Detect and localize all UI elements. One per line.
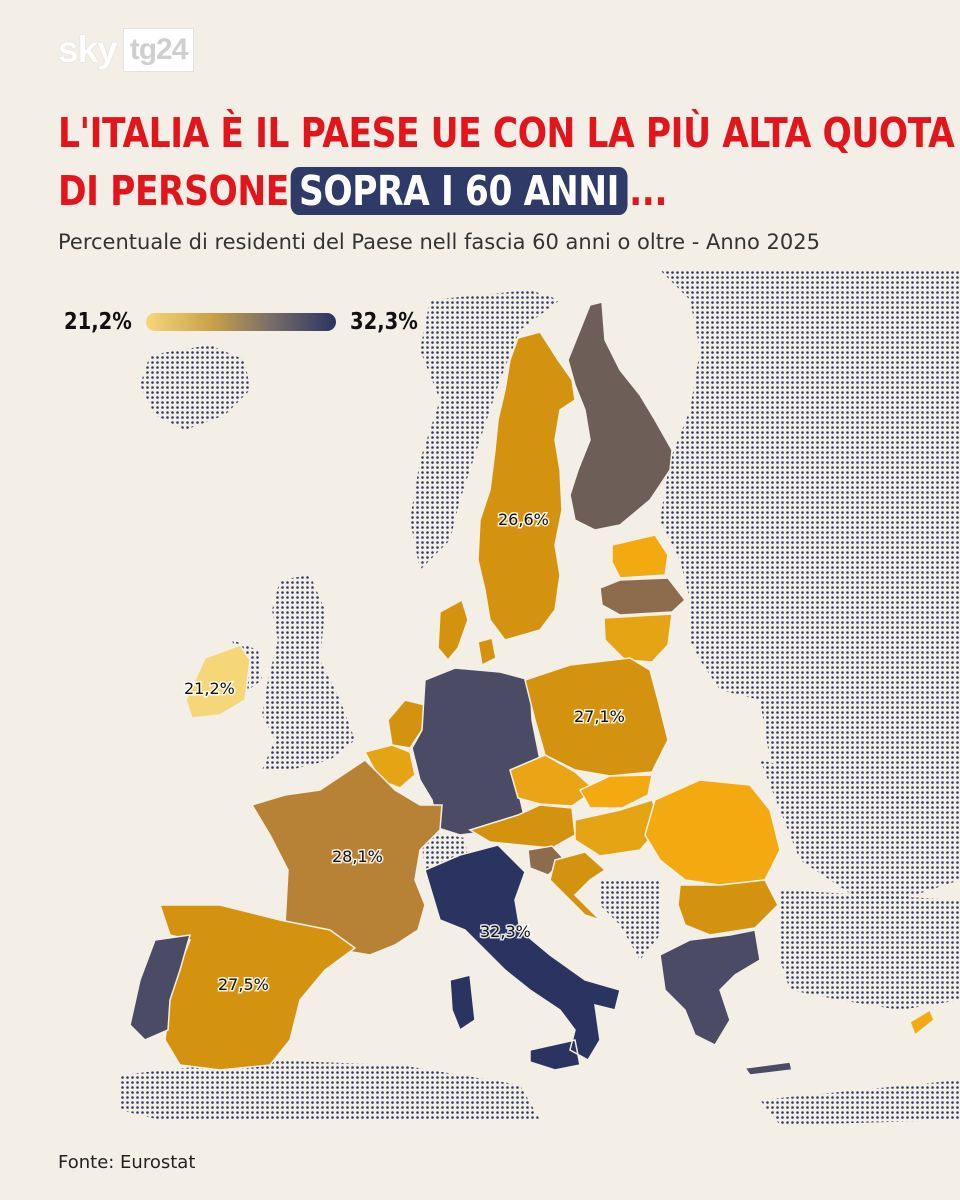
headline-line2: DI PERSONE SOPRA I 60 ANNI...: [58, 162, 797, 220]
value-labels: 26,6% 21,2% 27,1% 28,1% 32,3% 27,5%: [183, 509, 627, 996]
legend-max: 32,3%: [349, 309, 418, 335]
country-czechia: [509, 754, 597, 807]
color-legend: 21,2% 32,3%: [58, 304, 424, 340]
label-sweden: 26,6%: [498, 510, 549, 529]
logo-tg24-text: tg24: [122, 28, 195, 72]
country-romania: [644, 779, 781, 886]
label-poland: 27,1%: [574, 707, 625, 726]
label-spain: 27,5%: [218, 975, 269, 994]
country-portugal: [129, 934, 192, 1041]
country-lithuania: [603, 613, 673, 663]
subtitle: Percentuale di residenti del Paese nell …: [58, 230, 820, 254]
country-cyprus: [909, 1008, 935, 1037]
legend-gradient-bar: [145, 313, 336, 331]
country-estonia: [611, 534, 669, 579]
headline-line1: L'ITALIA È IL PAESE UE CON LA PIÙ ALTA Q…: [58, 109, 955, 157]
eu-countries: [129, 301, 935, 1076]
country-poland: [524, 657, 669, 777]
legend-min: 21,2%: [63, 309, 132, 335]
country-finland: [567, 301, 673, 531]
country-denmark: [437, 598, 497, 667]
country-ireland: [185, 644, 251, 719]
country-slovakia: [578, 774, 653, 809]
country-greece: [659, 929, 793, 1076]
country-croatia: [549, 851, 607, 921]
headline-line2-pre: DI PERSONE: [58, 167, 289, 215]
non-eu-land: [120, 270, 960, 1125]
source-note: Fonte: Eurostat: [58, 1152, 196, 1173]
country-italy: [424, 844, 621, 1071]
label-france: 28,1%: [332, 847, 383, 866]
logo-sky-text: sky: [58, 29, 118, 70]
label-italy: 32,3%: [480, 922, 531, 941]
country-latvia: [599, 577, 687, 616]
headline-line2-post: ...: [629, 167, 668, 215]
europe-map: 26,6% 21,2% 27,1% 28,1% 32,3% 27,5%: [120, 270, 960, 1125]
country-bulgaria: [677, 879, 779, 936]
label-ireland: 21,2%: [184, 679, 235, 698]
headline: L'ITALIA È IL PAESE UE CON LA PIÙ ALTA Q…: [58, 104, 955, 220]
country-sweden: [477, 331, 576, 641]
country-france: [250, 759, 443, 956]
skytg24-logo: sky tg24: [58, 28, 195, 72]
headline-highlight: SOPRA I 60 ANNI: [290, 167, 628, 215]
